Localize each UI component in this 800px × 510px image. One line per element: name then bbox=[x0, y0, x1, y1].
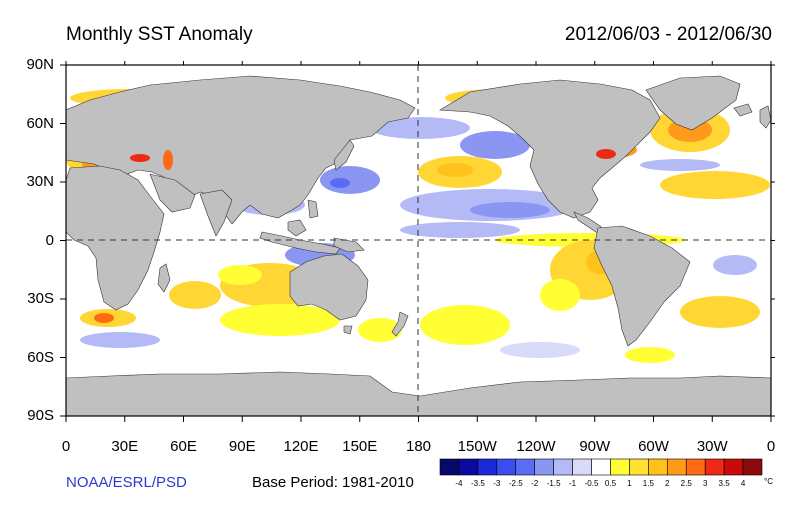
colorbar-swatch bbox=[666, 458, 687, 476]
colorbar-swatch bbox=[572, 458, 592, 476]
longitude-label: 90W bbox=[579, 438, 611, 455]
colorbar-swatch bbox=[496, 458, 517, 476]
colorbar-unit: °C bbox=[764, 477, 773, 486]
colorbar-tick-label: -4 bbox=[455, 479, 463, 488]
colorbar-tick-label: -0.5 bbox=[584, 479, 599, 488]
eurasia bbox=[66, 75, 416, 225]
latitude-label: 90N bbox=[26, 56, 54, 73]
colorbar-swatch bbox=[477, 458, 498, 476]
colorbar-tick-label: 3 bbox=[702, 479, 708, 488]
colorbar-tick-label: 1.5 bbox=[642, 479, 654, 488]
longitude-label: 30W bbox=[696, 438, 728, 455]
inland-seas bbox=[130, 149, 616, 170]
borneo bbox=[287, 219, 307, 237]
latitude-label: 30N bbox=[26, 173, 54, 190]
date-range: 2012/06/03 - 2012/06/30 bbox=[564, 24, 772, 45]
colorbar-tick-label: -2 bbox=[531, 479, 539, 488]
colorbar-swatch bbox=[439, 458, 460, 476]
colorbar-tick-label: 0.5 bbox=[604, 479, 617, 488]
colorbar-tick-label: -1 bbox=[569, 479, 577, 488]
colorbar-swatch bbox=[685, 458, 706, 476]
philippines bbox=[307, 199, 319, 219]
credit-label: NOAA/ESRL/PSD bbox=[66, 474, 187, 491]
south-america bbox=[593, 225, 691, 347]
colorbar-tick-label: -3 bbox=[493, 479, 501, 488]
colorbar-tick-label: 1 bbox=[627, 479, 632, 488]
colorbar-tick-label: 4 bbox=[740, 479, 746, 488]
land-masses bbox=[66, 75, 771, 416]
colorbar-tick-label: 2 bbox=[665, 479, 670, 488]
greenland bbox=[645, 75, 741, 131]
longitude-label: 60E bbox=[170, 438, 197, 455]
map-title: Monthly SST Anomaly bbox=[66, 24, 253, 45]
iceland bbox=[733, 103, 753, 117]
antarctica bbox=[66, 371, 771, 416]
longitude-label: 120E bbox=[283, 438, 319, 455]
north-america bbox=[439, 79, 661, 219]
madagascar bbox=[157, 263, 171, 293]
latitude-label: 90S bbox=[27, 407, 54, 424]
latitude-label: 0 bbox=[45, 231, 54, 249]
longitude-label: 120W bbox=[516, 438, 556, 455]
longitude-label: 150E bbox=[342, 438, 378, 455]
latitude-label: 60N bbox=[26, 114, 54, 132]
colorbar-swatch bbox=[742, 458, 763, 476]
new-zealand bbox=[391, 311, 409, 337]
colorbar-swatch bbox=[704, 458, 725, 476]
colorbar-swatch bbox=[553, 458, 573, 476]
colorbar-swatch bbox=[534, 458, 554, 476]
latitude-label: 30S bbox=[27, 290, 54, 307]
longitude-label: 0 bbox=[61, 438, 71, 455]
colorbar-swatch bbox=[515, 458, 536, 476]
latitude-label: 60S bbox=[27, 348, 54, 366]
arabia bbox=[149, 173, 196, 213]
australia bbox=[289, 253, 369, 321]
longitude-label: 60W bbox=[638, 438, 669, 455]
colorbar-tick-label: 3.5 bbox=[718, 479, 730, 488]
colorbar-tick-label: -3.5 bbox=[470, 479, 485, 488]
colorbar-tick-label: 2.5 bbox=[680, 479, 692, 488]
longitude-label: 180 bbox=[405, 438, 432, 455]
colorbar-swatch bbox=[723, 458, 744, 476]
base-period-label: Base Period: 1981-2010 bbox=[252, 474, 414, 491]
colorbar-swatch bbox=[610, 458, 630, 476]
longitude-label: 30E bbox=[111, 438, 139, 455]
japan bbox=[333, 139, 355, 171]
longitude-label: 150W bbox=[457, 438, 497, 455]
colorbar-swatch bbox=[458, 458, 479, 476]
indonesia bbox=[259, 231, 341, 255]
colorbar-swatch bbox=[648, 458, 668, 476]
colorbar-swatch bbox=[591, 458, 611, 476]
axis-ticks bbox=[60, 61, 775, 422]
british-isles bbox=[759, 105, 771, 129]
tasmania bbox=[343, 325, 353, 335]
colorbar-tick-label: -1.5 bbox=[546, 479, 561, 488]
colorbar-tick-label: -2.5 bbox=[508, 479, 523, 488]
india bbox=[199, 189, 233, 237]
longitude-label: 0 bbox=[766, 438, 776, 455]
new-guinea bbox=[333, 237, 365, 253]
colorbar bbox=[439, 458, 763, 476]
colorbar-swatch bbox=[629, 458, 649, 476]
africa bbox=[66, 165, 165, 311]
longitude-label: 90E bbox=[228, 438, 256, 455]
